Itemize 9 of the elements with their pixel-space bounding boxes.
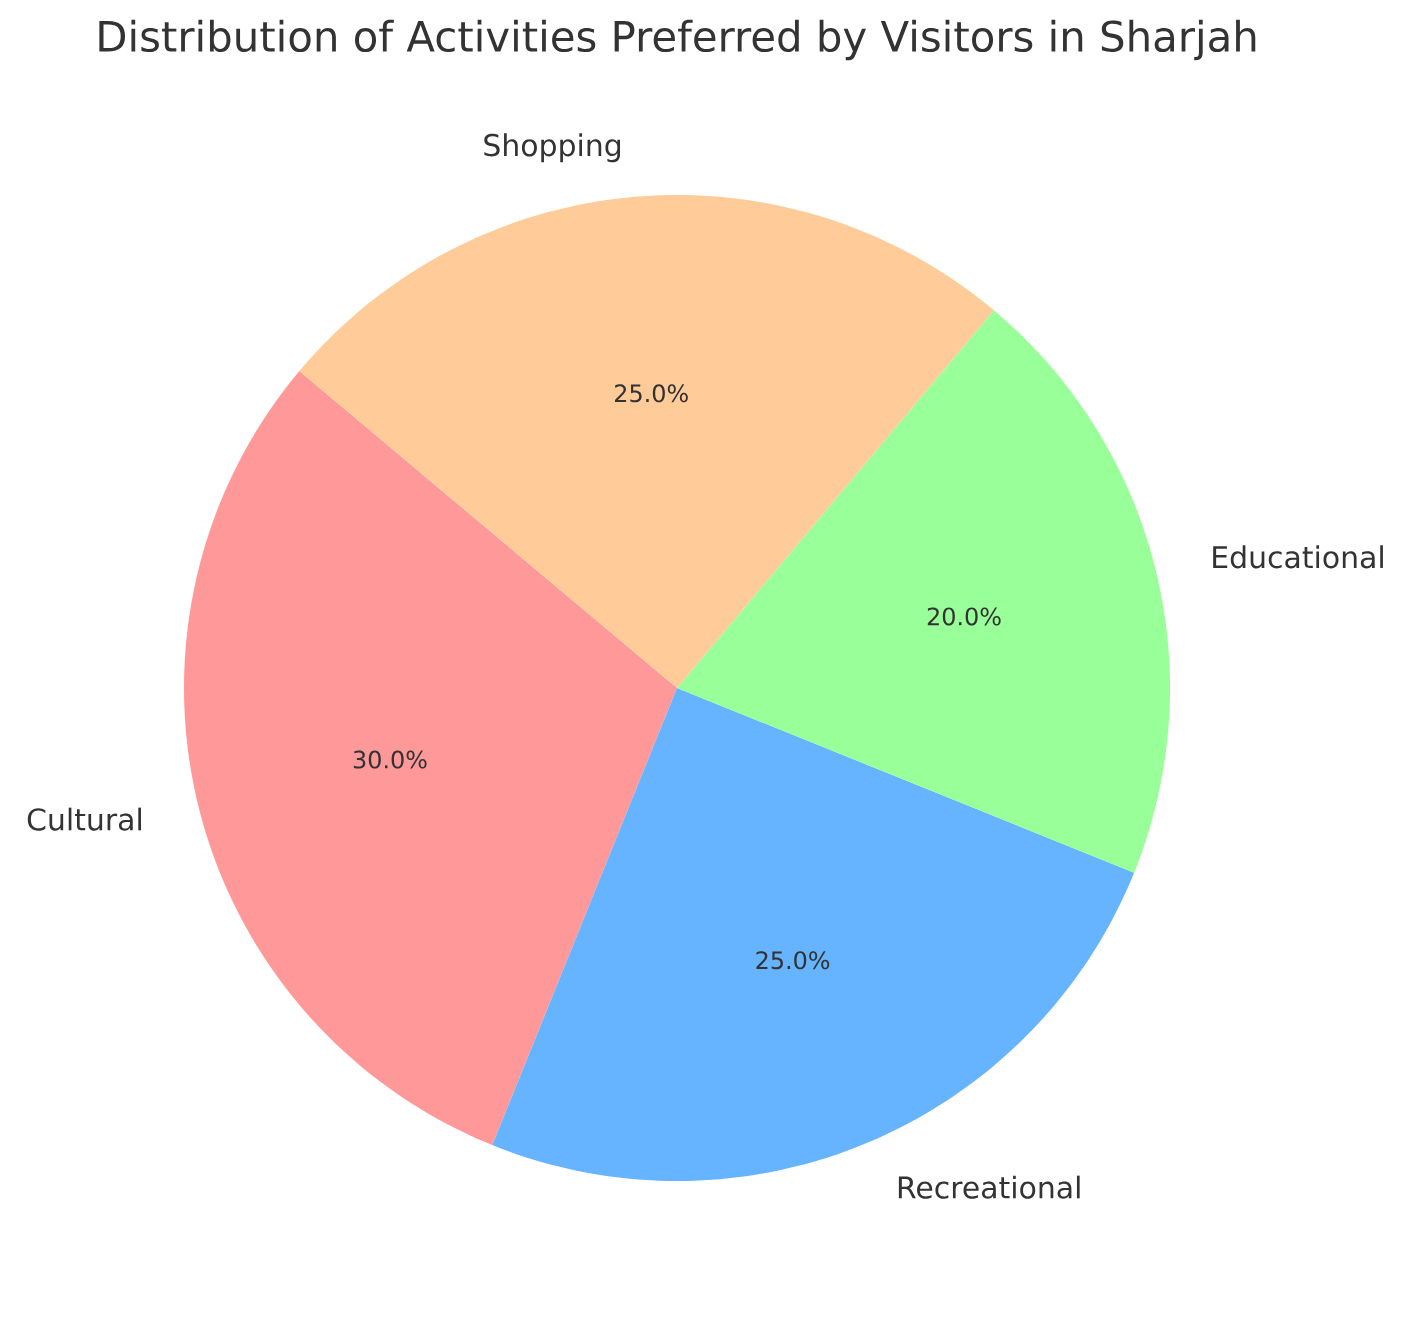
slice-label: Cultural [27, 807, 141, 831]
data-label: 25.0% [615, 384, 688, 403]
data-label: 20.0% [927, 607, 1001, 626]
chart-title: Distribution of Activities Preferred by Visitors in Sharjah [99, 19, 1256, 61]
data-label: 25.0% [756, 951, 830, 970]
slice-label: Recreational [898, 1175, 1080, 1199]
slice-label: Educational [1213, 545, 1383, 569]
data-label: 30.0% [353, 750, 427, 769]
slice-label: Shopping [484, 133, 621, 163]
